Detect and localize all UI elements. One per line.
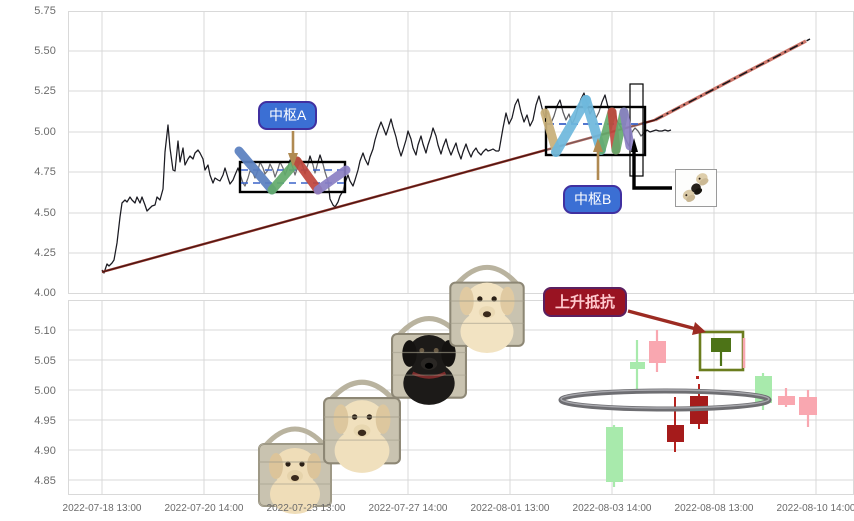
resistance-label[interactable]: 上升抵抗 <box>543 287 628 317</box>
candle-down <box>649 330 666 372</box>
ytick-label: 4.25 <box>34 247 56 259</box>
xtick-label: 2022-08-08 13:00 <box>674 503 754 514</box>
pivot-zone-a <box>234 146 351 195</box>
ytick-label: 5.00 <box>34 126 56 138</box>
puppy-basket-icon <box>258 426 332 514</box>
candle-down <box>778 388 795 407</box>
xtick-label: 2022-07-18 13:00 <box>62 503 142 514</box>
ytick-label: 4.75 <box>34 166 56 178</box>
xtick-label: 2022-08-03 14:00 <box>572 503 652 514</box>
ytick-label: 4.85 <box>34 475 56 487</box>
ytick-label: 5.50 <box>34 45 56 57</box>
pivot-zone-b <box>540 83 647 177</box>
trend-line-projection-red <box>654 39 807 122</box>
candle-up <box>606 425 623 487</box>
thumbnail-pointer <box>631 138 672 190</box>
callout-arrow-pivot-a <box>288 131 298 167</box>
candle-highlighted <box>698 330 745 372</box>
candle-down <box>667 397 684 452</box>
resistance-arrow <box>627 309 706 335</box>
ytick-label: 4.90 <box>34 445 56 457</box>
ytick-label: 5.75 <box>34 5 56 17</box>
xtick-label: 2022-08-10 14:00 <box>776 503 854 514</box>
puppies-thumbnail-image <box>682 173 709 203</box>
puppy-basket-icon-black <box>391 316 467 405</box>
ytick-label: 5.00 <box>34 385 56 397</box>
pivot-b-label-text: 中枢B <box>574 191 612 207</box>
xtick-label: 2022-07-27 14:00 <box>368 503 448 514</box>
ytick-label: 4.00 <box>34 287 56 299</box>
ytick-label: 4.50 <box>34 207 56 219</box>
pivot-a-label-text: 中枢A <box>269 107 307 123</box>
puppies-thumbnail[interactable] <box>675 169 717 207</box>
callout-arrow-pivot-b <box>593 138 603 180</box>
puppy-basket-icon <box>449 264 525 353</box>
puppy-basket-icon <box>323 379 401 473</box>
xtick-label: 2022-08-01 13:00 <box>470 503 550 514</box>
ytick-label: 4.95 <box>34 415 56 427</box>
pivot-a-label[interactable]: 中枢A <box>258 101 318 130</box>
resistance-label-text: 上升抵抗 <box>555 294 616 311</box>
ytick-label: 5.05 <box>34 355 56 367</box>
candle-up <box>630 340 645 390</box>
resistance-ellipse <box>558 388 772 412</box>
ytick-label: 5.25 <box>34 85 56 97</box>
candle-down <box>799 390 817 427</box>
xtick-label: 2022-07-20 14:00 <box>164 503 244 514</box>
pivot-b-label[interactable]: 中枢B <box>563 185 623 214</box>
ytick-label: 5.10 <box>34 325 56 337</box>
xtick-label: 2022-07-25 13:00 <box>266 503 346 514</box>
